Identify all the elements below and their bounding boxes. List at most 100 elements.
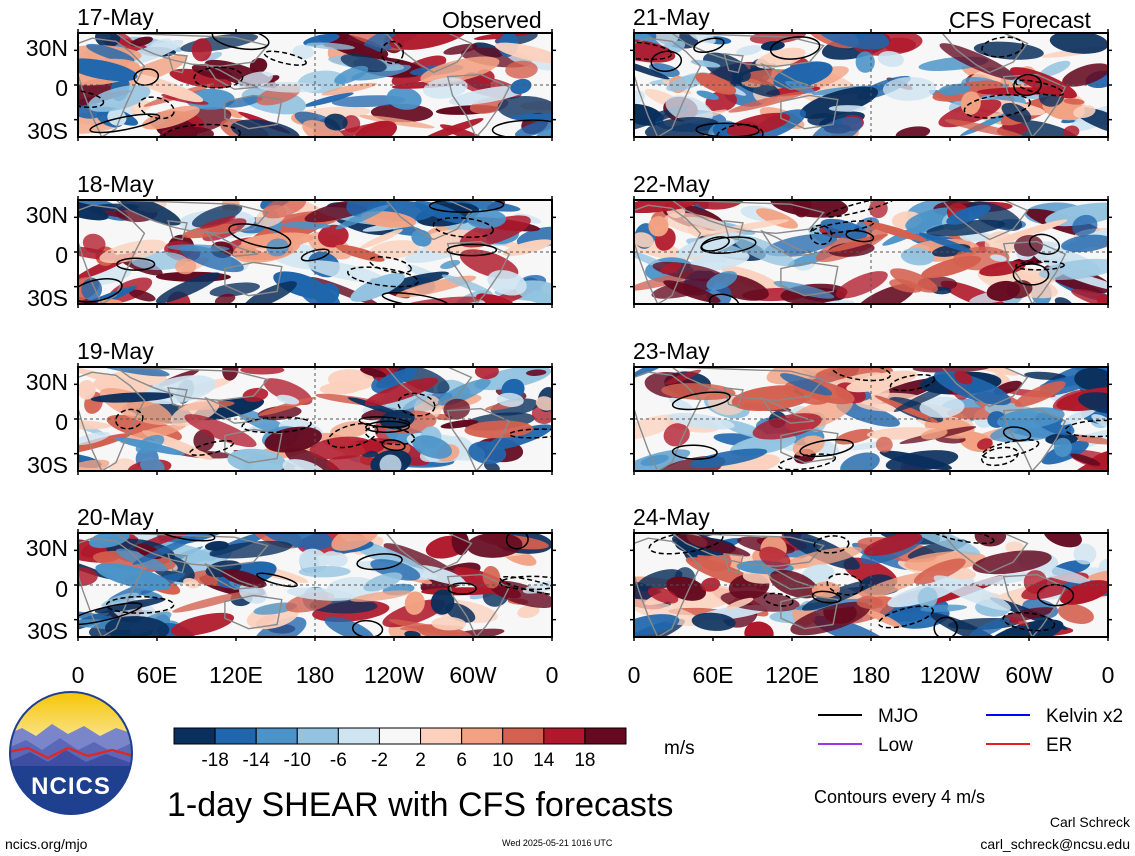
coastline xyxy=(723,219,744,241)
shear-fill-region xyxy=(1073,543,1097,565)
shear-fill-region xyxy=(703,52,751,83)
coastline xyxy=(670,367,825,402)
mjo-contour xyxy=(211,33,270,51)
observed-label: Observed xyxy=(442,7,542,33)
shear-fill-region xyxy=(281,221,331,229)
colorbar-units: m/s xyxy=(664,738,695,759)
mjo-contour xyxy=(381,439,406,452)
coastline xyxy=(167,52,188,74)
shear-fill-region xyxy=(78,380,96,400)
mjo-contour xyxy=(505,533,529,550)
shear-fill-region xyxy=(780,373,833,396)
shear-fill-region xyxy=(509,113,552,122)
shear-fill-region xyxy=(321,82,377,96)
shear-fill-region xyxy=(496,392,524,407)
shear-fill-region xyxy=(879,450,952,471)
panel-date-label: 18-May xyxy=(77,171,154,197)
coastline xyxy=(167,219,188,241)
mjo-contour xyxy=(358,416,411,429)
ncics-logo: NCICS xyxy=(9,691,133,815)
map-panel-22-May xyxy=(630,196,1112,308)
mjo-contour xyxy=(716,123,764,137)
shear-fill-region xyxy=(785,80,815,94)
shear-fill-region xyxy=(667,412,735,430)
panel-date-label: 21-May xyxy=(633,4,710,30)
coastline xyxy=(634,537,702,637)
shear-fill-region xyxy=(466,533,523,558)
shear-fill-region xyxy=(1024,371,1067,381)
shear-fill-region xyxy=(700,577,721,592)
shear-fill-region xyxy=(939,43,1016,80)
shear-fill-region xyxy=(105,615,170,637)
shear-fill-region xyxy=(874,395,939,424)
mjo-contour xyxy=(138,96,175,120)
shear-fill-region xyxy=(690,250,750,271)
mjo-contour xyxy=(811,590,842,604)
shear-fill-region xyxy=(440,259,461,270)
map-panel-19-May xyxy=(74,363,556,475)
shear-fill-region xyxy=(1068,434,1108,445)
shear-fill-region xyxy=(863,533,923,556)
mjo-contour xyxy=(499,575,552,591)
colorbar-swatch xyxy=(584,727,627,745)
shear-fill-region xyxy=(875,436,893,453)
coastline xyxy=(941,200,1029,241)
shear-fill-region xyxy=(302,120,347,137)
shear-fill-region xyxy=(128,289,156,302)
shear-fill-region xyxy=(120,423,187,444)
colorbar-swatch xyxy=(461,727,504,745)
mjo-contour xyxy=(432,216,494,239)
shear-fill-region xyxy=(736,45,762,56)
shear-fill-region xyxy=(811,581,840,598)
coastline xyxy=(634,37,702,137)
footer-url[interactable]: ncics.org/mjo xyxy=(5,836,88,852)
shear-fill-region xyxy=(414,565,465,585)
shear-fill-region xyxy=(191,38,212,62)
shear-fill-region xyxy=(862,220,927,242)
shear-fill-region xyxy=(660,262,682,275)
shear-fill-region xyxy=(174,258,197,275)
shear-fill-region xyxy=(135,434,165,454)
colorbar-tick-label: 10 xyxy=(492,750,514,771)
footer-email[interactable]: carl_schreck@ncsu.edu xyxy=(980,836,1130,852)
shear-fill-region xyxy=(664,212,730,237)
shear-fill-region xyxy=(130,36,153,47)
coastline xyxy=(78,37,146,137)
coastline xyxy=(670,200,825,235)
shear-fill-region xyxy=(634,57,670,80)
shear-fill-region xyxy=(644,117,721,137)
lon-label: 0 xyxy=(71,662,85,688)
legend-item: Low xyxy=(878,735,913,756)
shear-fill-region xyxy=(119,200,181,226)
shear-fill-region xyxy=(191,203,243,228)
shear-fill-region xyxy=(466,209,507,229)
mjo-contour xyxy=(671,444,718,460)
shear-fill-region xyxy=(286,587,355,601)
shear-fill-region xyxy=(334,65,369,85)
colorbar-swatch xyxy=(173,727,216,745)
shear-fill-region xyxy=(634,614,680,636)
shear-fill-region xyxy=(1022,561,1092,585)
mjo-contour xyxy=(813,535,850,554)
shear-fill-region xyxy=(276,394,300,405)
shear-fill-region xyxy=(82,233,106,254)
shear-fill-region xyxy=(846,370,918,393)
mjo-contour xyxy=(700,236,757,254)
shear-fill-region xyxy=(172,591,249,613)
shear-fill-region xyxy=(820,218,868,240)
shear-fill-region xyxy=(769,569,819,599)
shear-fill-region xyxy=(726,597,754,610)
map-panel-20-May xyxy=(74,529,556,641)
colorbar-tick-label: 18 xyxy=(574,750,596,771)
shear-fill-region xyxy=(304,260,385,283)
shear-fill-region xyxy=(155,272,221,304)
lon-label: 180 xyxy=(295,662,335,688)
lat-label: 30N xyxy=(25,202,68,228)
coastline xyxy=(780,594,839,630)
mjo-contour xyxy=(300,248,330,262)
shear-fill-region xyxy=(917,587,938,609)
mjo-contour xyxy=(351,619,384,637)
shear-fill-region xyxy=(78,459,110,471)
coastline xyxy=(446,407,511,471)
shear-fill-region xyxy=(816,33,890,50)
